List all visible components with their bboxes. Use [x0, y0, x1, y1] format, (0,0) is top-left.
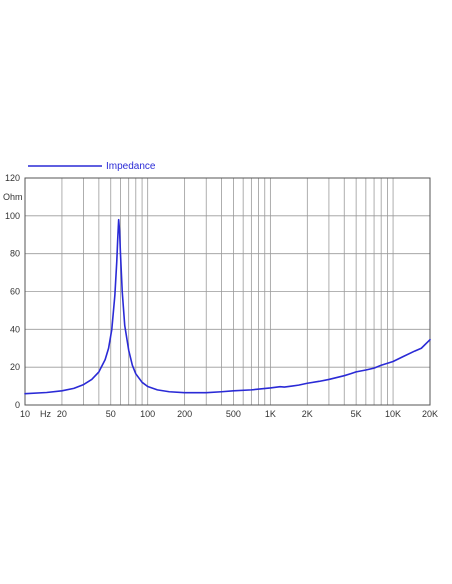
y-tick-label: 20: [10, 362, 20, 372]
y-tick-label: 80: [10, 249, 20, 259]
x-axis-unit-label: Hz: [40, 409, 51, 419]
y-tick-label: 100: [5, 211, 20, 221]
x-tick-label: 2K: [302, 409, 313, 419]
plot-frame: [24, 177, 431, 406]
x-tick-label: 1K: [265, 409, 276, 419]
legend-label-impedance: Impedance: [106, 161, 156, 172]
y-tick-label: 0: [15, 400, 20, 410]
x-tick-label: 5K: [351, 409, 362, 419]
legend: Impedance: [28, 161, 156, 172]
y-tick-label: 60: [10, 287, 20, 297]
x-tick-label: 50: [106, 409, 116, 419]
y-tick-label: 120: [5, 173, 20, 183]
grid: [24, 177, 431, 406]
x-tick-label: 10: [20, 409, 30, 419]
x-tick-label: 200: [177, 409, 192, 419]
series-line-impedance: [24, 218, 431, 395]
x-tick-label: 20: [57, 409, 67, 419]
x-tick-label: 20K: [422, 409, 438, 419]
y-axis-unit-label: Ohm: [3, 192, 23, 202]
y-tick-label: 40: [10, 324, 20, 334]
x-tick-label: 10K: [385, 409, 401, 419]
x-tick-label: 100: [140, 409, 155, 419]
x-tick-label: 500: [226, 409, 241, 419]
y-axis-tick-labels: 0 20 40 60 80 100 120: [5, 173, 20, 410]
x-axis-tick-labels: 10 20 50 100 200 500 1K 2K 5K 10K 20K: [20, 409, 438, 419]
plot-area: [24, 218, 431, 395]
